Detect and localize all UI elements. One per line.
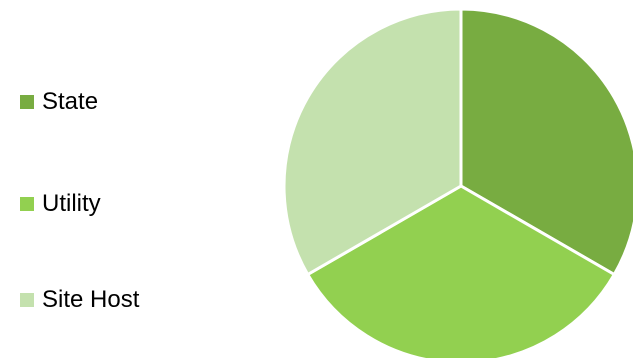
legend-swatch-state (20, 95, 34, 109)
legend-swatch-site-host (20, 293, 34, 307)
legend-item-state: State (20, 87, 98, 117)
legend-label-utility: Utility (42, 190, 101, 217)
pie-slice-utility (306, 184, 616, 358)
pie-slice-state (459, 7, 633, 276)
legend-item-site-host: Site Host (20, 285, 139, 315)
legend-item-utility: Utility (20, 189, 101, 219)
legend-label-site-host: Site Host (42, 286, 140, 313)
legend-label-state: State (42, 88, 99, 115)
legend-swatch-utility (20, 197, 34, 211)
pie-slice-site-host (282, 7, 463, 276)
chart-legend: State Utility Site Host (20, 0, 220, 358)
